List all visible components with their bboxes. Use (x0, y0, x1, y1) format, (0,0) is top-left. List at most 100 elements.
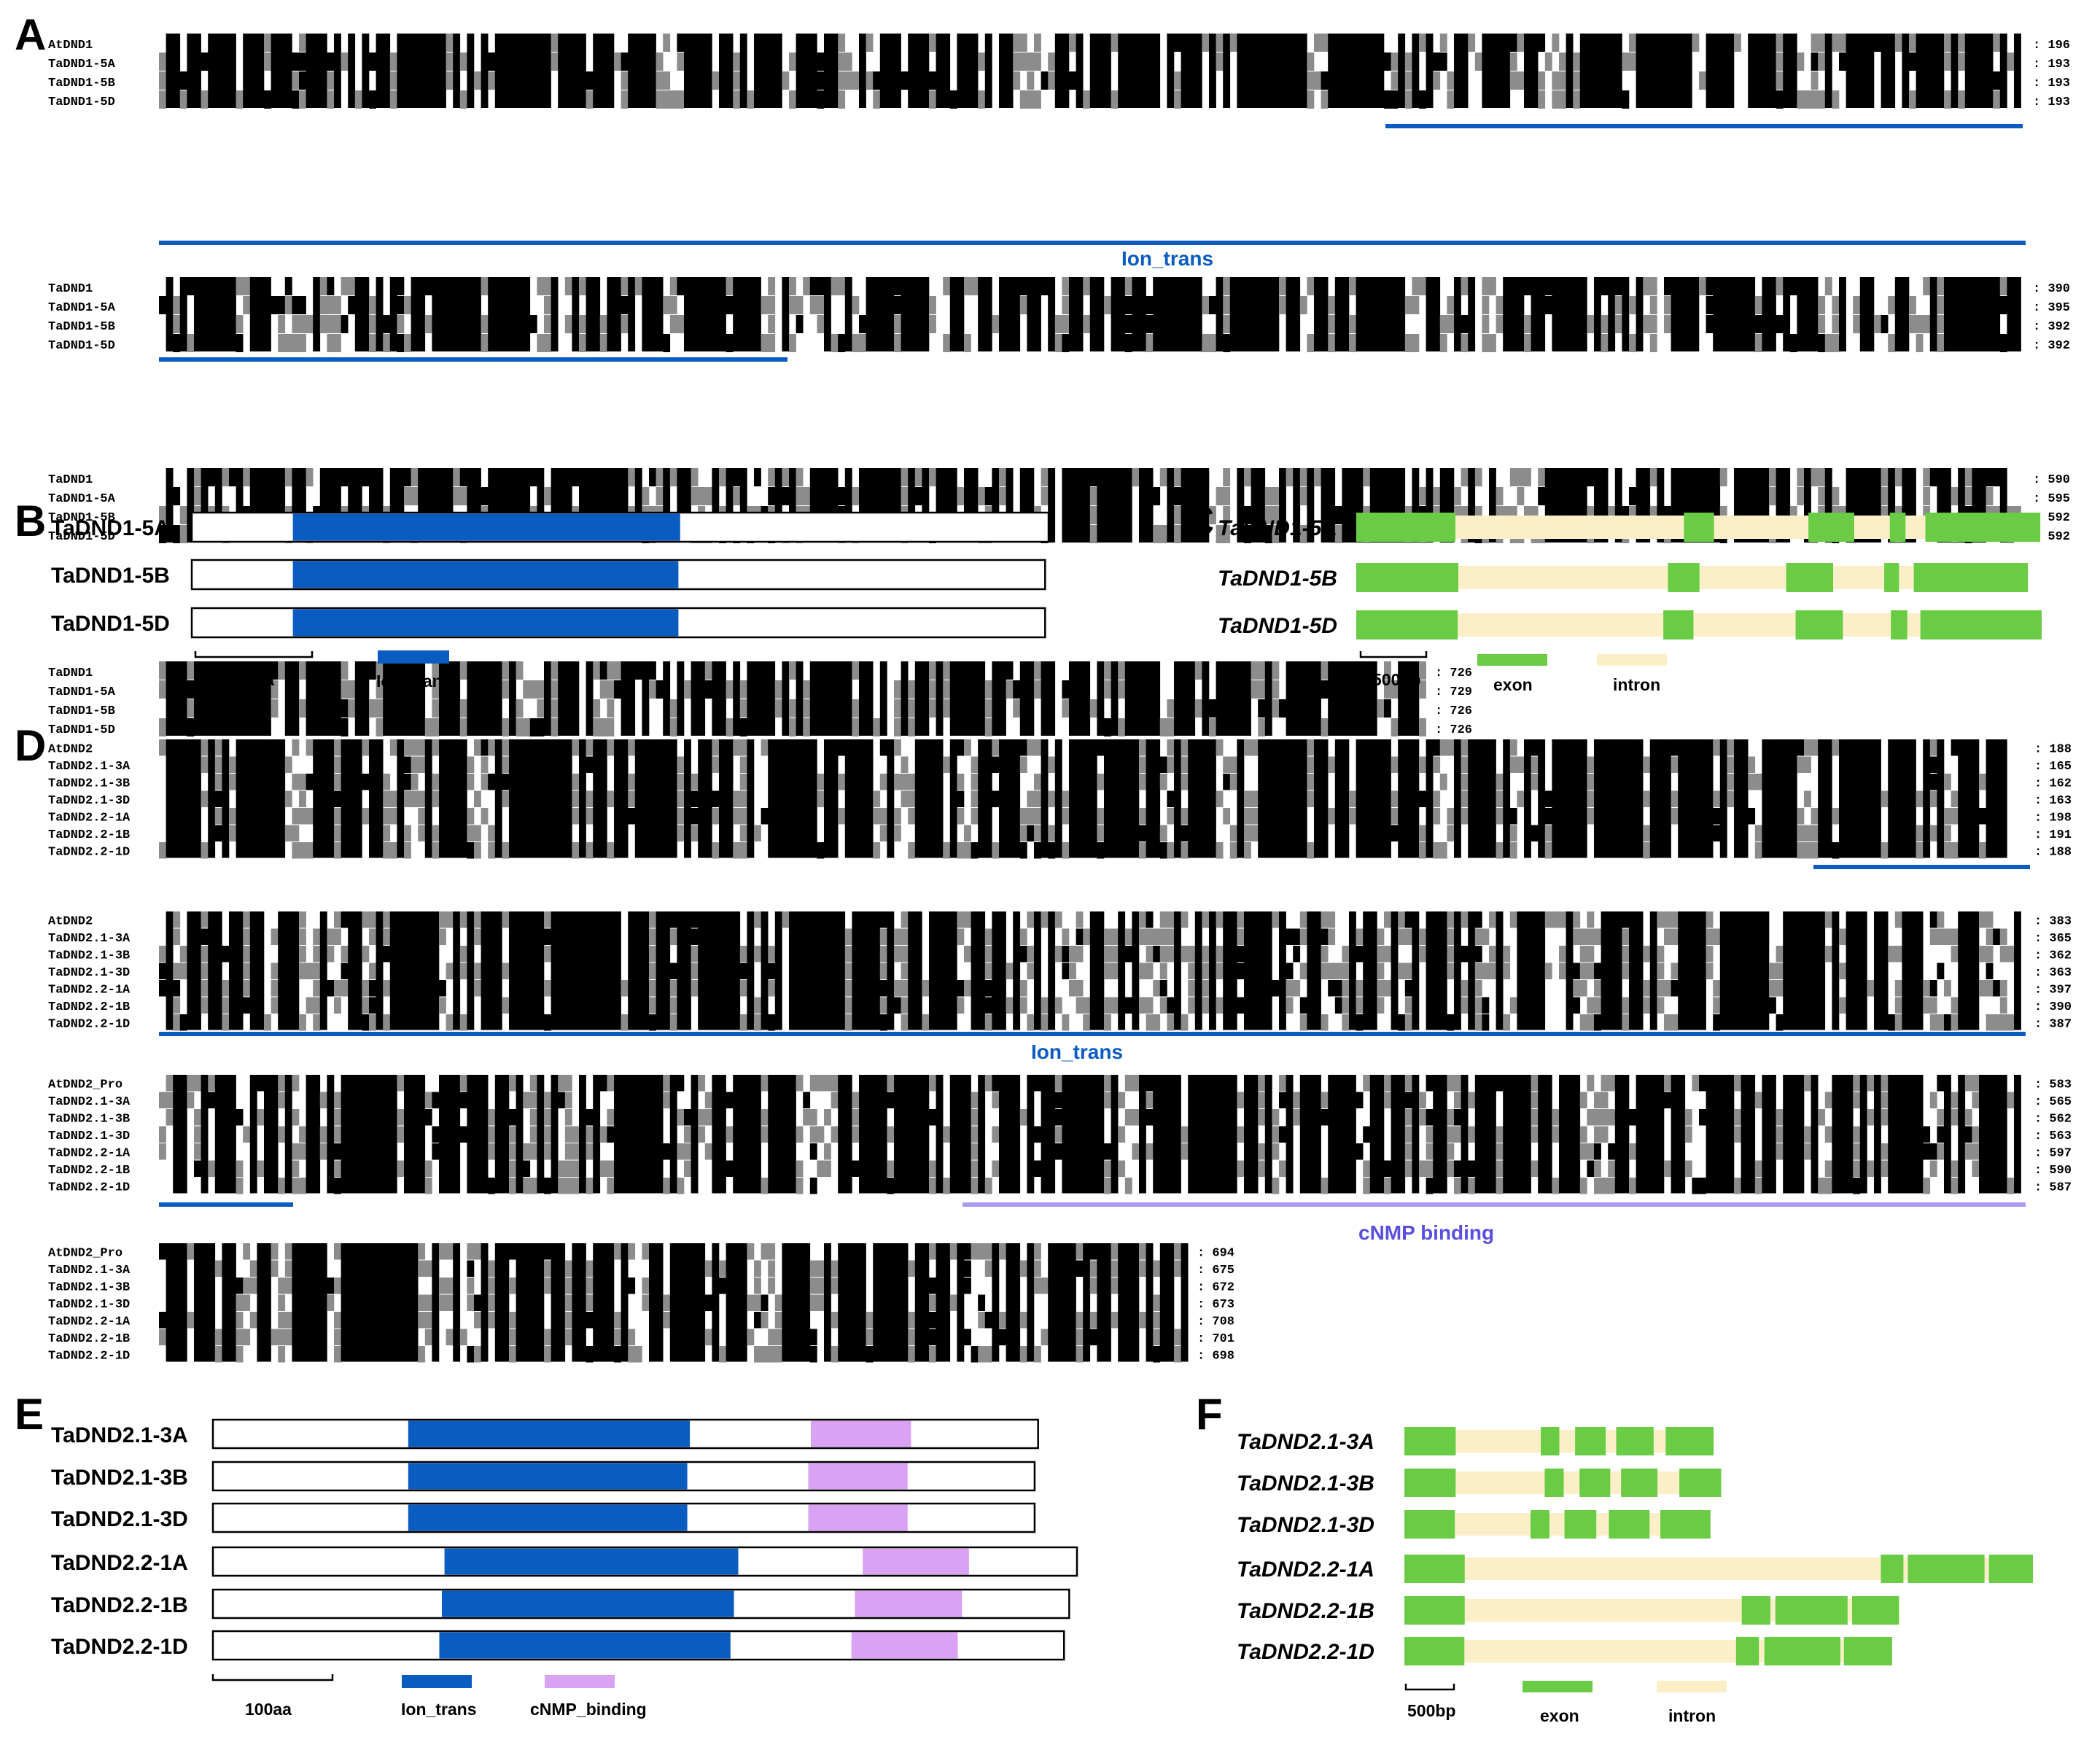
identical-residue (1944, 1014, 1951, 1031)
identical-column (844, 739, 852, 858)
similar-residue (1089, 1278, 1097, 1294)
identical-column (1937, 34, 1945, 108)
similar-residue (299, 963, 306, 979)
sequence-end-position: : 595 (2033, 492, 2070, 506)
exon (1920, 610, 2042, 639)
identical-column (1762, 911, 1770, 1030)
similar-residue (481, 334, 489, 352)
identical-residue (1013, 680, 1021, 699)
similar-residue (1727, 790, 1735, 807)
identical-column (299, 1243, 306, 1362)
identical-column (971, 661, 979, 736)
similar-residue (446, 963, 454, 979)
exon (1621, 1469, 1658, 1497)
identical-column (761, 661, 769, 736)
identical-column (509, 34, 516, 108)
similar-residue (159, 718, 166, 736)
sequence-name: TaDND1-5D (48, 96, 115, 109)
identical-column (914, 277, 922, 351)
identical-column (208, 277, 216, 351)
identical-column (691, 34, 699, 108)
identical-column (1167, 1075, 1175, 1194)
similar-residue (1447, 1126, 1455, 1143)
identical-column (1216, 1075, 1224, 1194)
identical-residue (1062, 946, 1070, 963)
similar-residue (901, 928, 909, 945)
similar-residue (879, 946, 887, 963)
identical-column (1993, 277, 2001, 351)
identical-residue (1356, 946, 1364, 963)
similar-residue (984, 946, 992, 963)
identical-column (404, 1243, 411, 1362)
similar-residue (1167, 756, 1175, 773)
similar-residue (1041, 1014, 1049, 1031)
similar-residue (1307, 90, 1315, 109)
identical-column (593, 277, 601, 351)
similar-residue (704, 661, 712, 680)
similar-residue (299, 808, 306, 825)
identical-column (1146, 468, 1154, 543)
identical-column (1377, 739, 1385, 858)
identical-column (1979, 468, 1986, 543)
identical-column (1342, 468, 1350, 543)
similar-residue (1734, 1178, 1741, 1194)
similar-residue (1307, 790, 1315, 807)
identical-column (1089, 34, 1097, 108)
similar-residue (1972, 1075, 1980, 1092)
similar-residue (1299, 525, 1307, 543)
similar-residue (214, 739, 222, 756)
identical-column (831, 739, 839, 858)
similar-residue (1517, 487, 1525, 505)
similar-residue (1496, 1126, 1504, 1143)
identical-column (936, 1243, 944, 1362)
similar-residue (1054, 946, 1062, 963)
similar-residue (362, 946, 370, 963)
identical-column (992, 911, 1000, 1030)
identical-column (1538, 911, 1546, 1030)
similar-residue (236, 1329, 244, 1345)
similar-residue (432, 699, 440, 718)
similar-residue (369, 911, 376, 928)
identical-column (1614, 1075, 1622, 1194)
identical-column (691, 1075, 699, 1194)
identical-column (1594, 468, 1601, 543)
similar-residue (1433, 842, 1441, 859)
similar-residue (1797, 808, 1805, 825)
similar-residue (1377, 946, 1385, 963)
identical-column (1986, 1075, 1994, 1194)
similar-residue (1447, 1075, 1455, 1092)
identical-column (1041, 739, 1049, 858)
identical-column (257, 911, 265, 1030)
similar-residue (1929, 1160, 1937, 1177)
similar-residue (1937, 928, 1945, 945)
identical-residue (1664, 506, 1671, 524)
similar-residue (1664, 1075, 1671, 1092)
identical-column (936, 1075, 944, 1194)
similar-residue (1888, 296, 1896, 314)
similar-residue (1223, 315, 1231, 333)
legend-swatch-intron (1657, 1681, 1727, 1692)
identical-column (789, 468, 796, 543)
identical-residue (1544, 790, 1552, 807)
similar-residue (844, 946, 852, 963)
identical-column (453, 661, 461, 736)
identical-column (453, 739, 461, 858)
protein-name: TaDND1-5B (51, 564, 170, 588)
identical-column (1027, 1075, 1035, 1194)
similar-residue (649, 963, 656, 979)
similar-residue (1251, 661, 1259, 680)
similar-residue (1328, 315, 1336, 333)
similar-residue (1881, 1092, 1889, 1108)
identical-column (1664, 739, 1671, 858)
similar-residue (1433, 808, 1441, 825)
identical-column (1832, 1075, 1840, 1194)
similar-residue (1034, 1260, 1041, 1277)
similar-residue (1804, 756, 1811, 773)
identical-column (593, 1243, 601, 1362)
gene-name: TaDND1-5A (1218, 516, 1337, 540)
similar-residue (761, 1126, 769, 1143)
identical-residue (1573, 963, 1581, 979)
identical-column (179, 277, 187, 351)
similar-residue (684, 1160, 691, 1177)
identical-residue (1124, 997, 1132, 1014)
